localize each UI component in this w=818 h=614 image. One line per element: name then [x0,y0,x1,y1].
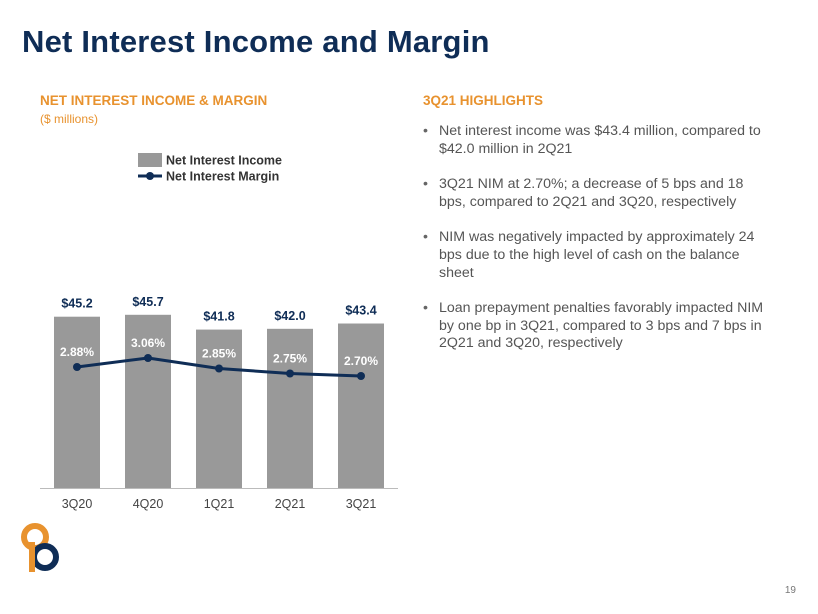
nii-bar [196,329,242,488]
page-number: 19 [784,585,796,596]
legend-label-nii: Net Interest Income [166,154,282,168]
highlight-bullet: • Loan prepayment penalties favorably imp… [423,300,773,353]
highlight-bullet: • 3Q21 NIM at 2.70%; a decrease of 5 bps … [423,176,773,211]
page-title: Net Interest Income and Margin [22,24,490,59]
nii-bar-label: $42.0 [274,309,305,323]
highlight-text: 3Q21 NIM at 2.70%; a decrease of 5 bps a… [439,176,744,210]
nii-bar [54,316,100,488]
x-tick-label: 3Q21 [346,497,377,511]
chart-heading: NET INTEREST INCOME & MARGIN [40,93,268,108]
chart-legend: Net Interest Income Net Interest Margin [138,153,282,184]
nii-bar-label: $45.7 [132,295,163,309]
highlight-text: Loan prepayment penalties favorably impa… [439,300,764,352]
bullet-dot: • [423,300,428,317]
nii-bar-label: $41.8 [203,310,234,324]
x-tick-label: 1Q21 [204,497,235,511]
nii-bar-label: $45.2 [61,297,92,311]
nii-bar [267,328,313,488]
bar-series: $45.2 $45.7 $41.8 $42.0 $43.4 [54,295,384,488]
highlight-text: NIM was negatively impacted by approxima… [439,229,755,281]
highlights-list: • Net interest income was $43.4 million, … [423,123,773,371]
nim-point-label: 2.75% [273,352,307,366]
nii-bar [338,323,384,488]
nim-point [286,369,294,378]
bullet-dot: • [423,229,428,246]
nii-nim-chart: Net Interest Income Net Interest Margin $… [40,153,398,511]
nim-point-label: 2.70% [344,354,378,368]
company-logo [21,523,59,572]
line-series: 2.88% 3.06% 2.85% 2.75% 2.70% [60,336,378,380]
x-tick-label: 4Q20 [133,497,164,511]
nim-point-label: 2.88% [60,345,94,359]
bullet-dot: • [423,176,428,193]
nii-bar [125,314,171,488]
highlight-bullet: • NIM was negatively impacted by approxim… [423,229,773,282]
x-tick-label: 2Q21 [275,497,306,511]
legend-swatch-nii [138,153,162,167]
highlight-bullet: • Net interest income was $43.4 million, … [423,123,773,158]
bullet-dot: • [423,123,428,139]
x-tick-label: 3Q20 [62,497,93,511]
nim-point [144,354,152,362]
nii-bar-label: $43.4 [345,304,376,318]
nim-point [215,364,223,373]
legend-label-nim: Net Interest Margin [166,170,279,184]
nim-point [357,372,365,380]
legend-marker-nim [146,172,154,180]
nim-point-label: 2.85% [202,347,236,361]
x-axis: 3Q20 4Q20 1Q21 2Q21 3Q21 [40,488,398,511]
nim-point-label: 3.06% [131,336,165,350]
chart-subheading: ($ millions) [40,112,99,126]
highlights-heading: 3Q21 HIGHLIGHTS [423,93,544,108]
nim-point [73,363,81,371]
highlight-text: Net interest income was $43.4 million, c… [439,123,761,157]
